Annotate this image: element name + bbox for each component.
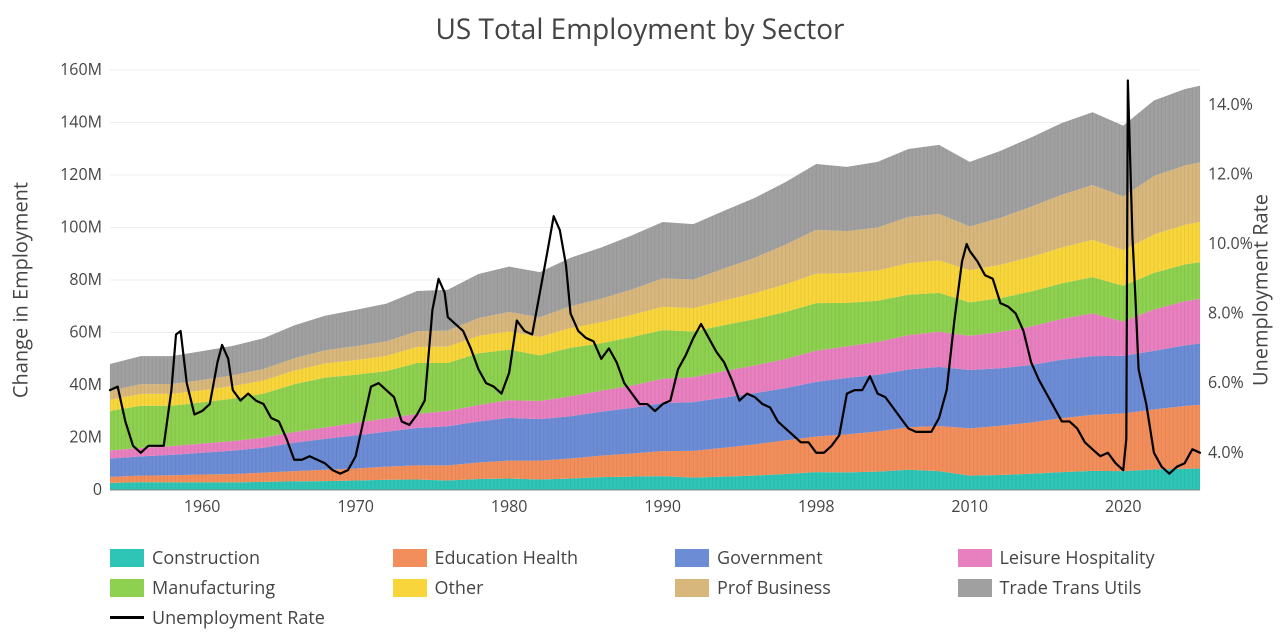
legend-item-unemployment_rate: Unemployment Rate [110, 606, 393, 630]
legend-label: Trade Trans Utils [1000, 576, 1142, 600]
chart-title: US Total Employment by Sector [0, 10, 1280, 48]
legend-line-icon [110, 616, 144, 619]
y-left-tick: 40M [69, 373, 102, 395]
y-left-tick: 0 [93, 478, 102, 500]
legend-item-education_health: Education Health [393, 546, 676, 570]
legend-swatch-icon [675, 579, 709, 597]
legend-label: Government [717, 546, 823, 570]
y-left-tick: 80M [69, 268, 102, 290]
x-tick: 1998 [798, 495, 835, 517]
y-right-tick: 8.0% [1208, 302, 1244, 324]
x-tick: 2020 [1105, 495, 1142, 517]
y-left-tick: 20M [69, 426, 102, 448]
x-tick: 1980 [491, 495, 528, 517]
legend-label: Prof Business [717, 576, 831, 600]
plot-svg: 0 20M 40M 60M 80M 100M 120M 140M 160M 4.0% 6.0% 8.0… [0, 0, 1280, 560]
legend-item-other: Other [393, 576, 676, 600]
legend-item-manufacturing: Manufacturing [110, 576, 393, 600]
y-right-tick: 4.0% [1208, 441, 1244, 463]
legend-swatch-icon [675, 549, 709, 567]
legend-label: Manufacturing [152, 576, 275, 600]
legend-label: Leisure Hospitality [1000, 546, 1155, 570]
y-axis-right-label: Unemployment Rate [1247, 194, 1274, 386]
legend-label: Education Health [435, 546, 579, 570]
legend-item-leisure_hospitality: Leisure Hospitality [958, 546, 1241, 570]
employment-chart: US Total Employment by Sector Change in … [0, 0, 1280, 640]
legend-swatch-icon [958, 549, 992, 567]
y-left-tick: 120M [60, 163, 102, 185]
legend-swatch-icon [958, 579, 992, 597]
x-tick: 1970 [337, 495, 374, 517]
legend-swatch-icon [110, 549, 144, 567]
legend-swatch-icon [110, 579, 144, 597]
x-tick: 1960 [184, 495, 221, 517]
x-tick: 1990 [644, 495, 681, 517]
y-left-tick: 100M [60, 216, 102, 238]
y-right-tick: 12.0% [1208, 162, 1253, 184]
legend-label: Other [435, 576, 484, 600]
y-left-tick: 60M [69, 321, 102, 343]
legend-swatch-icon [393, 579, 427, 597]
legend-label: Construction [152, 546, 260, 570]
legend: Construction Education Health Government Le… [110, 546, 1240, 630]
legend-item-prof_business: Prof Business [675, 576, 958, 600]
x-tick: 2010 [951, 495, 988, 517]
legend-item-trade_trans_utils: Trade Trans Utils [958, 576, 1241, 600]
legend-swatch-icon [393, 549, 427, 567]
legend-item-government: Government [675, 546, 958, 570]
y-axis-left-label: Change in Employment [7, 182, 34, 398]
y-right-tick: 6.0% [1208, 371, 1244, 393]
y-right-tick: 14.0% [1208, 93, 1253, 115]
y-left-tick: 160M [60, 58, 102, 80]
legend-item-construction: Construction [110, 546, 393, 570]
y-left-tick: 140M [60, 111, 102, 133]
legend-label: Unemployment Rate [152, 606, 325, 630]
